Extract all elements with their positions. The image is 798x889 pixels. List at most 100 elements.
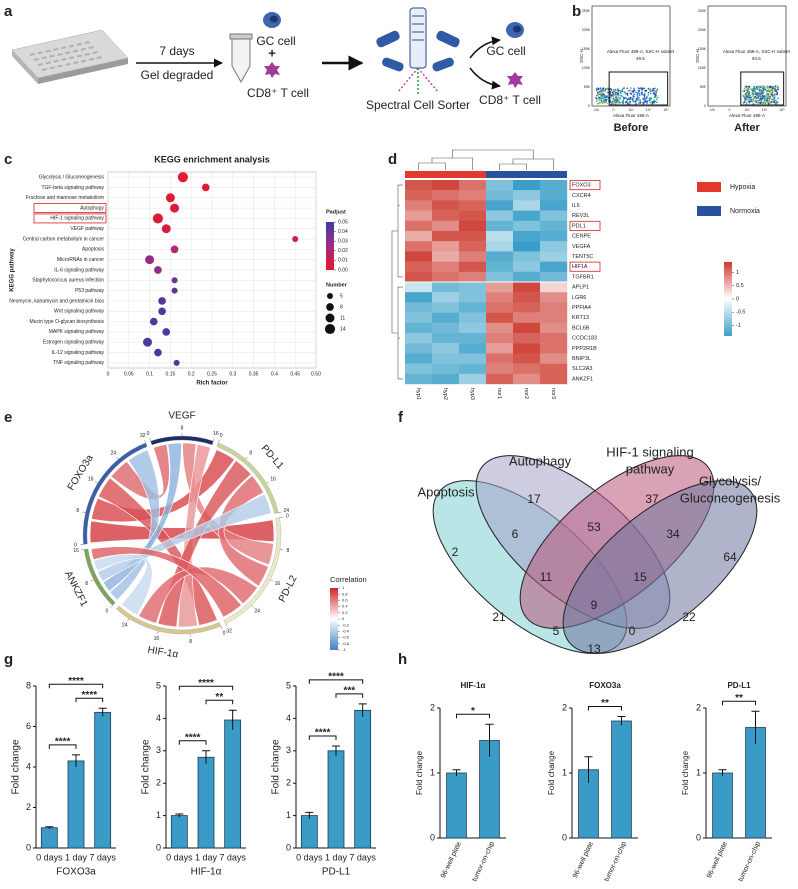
set-label: pathway <box>626 461 675 476</box>
event-dot <box>769 98 771 100</box>
arc-tick-label: 32 <box>226 628 232 634</box>
event-dot <box>754 93 757 95</box>
event-dot <box>595 88 598 90</box>
arc-tick-label: 24 <box>110 450 116 456</box>
chord <box>182 442 274 566</box>
event-dot <box>607 91 609 94</box>
region-count: 17 <box>527 492 541 506</box>
highlight-box <box>33 203 107 214</box>
event-dot <box>614 100 617 102</box>
y-tick-label: 100K <box>582 66 591 70</box>
colorbar-label: 0.05 <box>338 219 348 225</box>
row-label: LGR6 <box>572 295 586 301</box>
event-dot <box>775 90 777 93</box>
group-bar <box>540 171 567 178</box>
event-dot <box>750 98 752 101</box>
event-dot <box>616 89 618 91</box>
arc-tick-label: 0 <box>220 433 223 439</box>
event-dot <box>654 87 656 90</box>
heat-cell <box>540 343 568 354</box>
heat-cell <box>432 271 460 283</box>
x-tick-label: 0.2 <box>188 371 195 377</box>
event-dot <box>772 101 774 104</box>
event-dot <box>603 98 605 100</box>
column-label: nor1 <box>496 388 502 399</box>
event-dot <box>751 100 754 103</box>
event-dot <box>616 94 618 97</box>
significance-bracket <box>456 713 490 719</box>
heat-cell <box>486 251 514 262</box>
set-label: Apoptosis <box>417 484 475 499</box>
heat-cell <box>513 190 541 201</box>
event-dot <box>648 98 651 100</box>
colorbar-label: 0.2 <box>342 610 348 615</box>
region-count: 34 <box>666 527 680 541</box>
event-dot <box>630 87 632 89</box>
event-dot <box>635 91 637 94</box>
y-tick-label: 250K <box>698 9 707 13</box>
arc-tick-label: 0 <box>223 631 226 637</box>
event-dot <box>620 94 622 97</box>
y-tick-label: 3 <box>156 745 161 755</box>
arc-tick-label: 8 <box>249 450 252 456</box>
event-dot <box>758 88 761 90</box>
arc-tick <box>144 439 146 443</box>
event-dot <box>653 99 655 102</box>
y-tick-label: 0 <box>156 842 161 852</box>
heat-cell <box>486 333 514 344</box>
laser <box>432 57 454 72</box>
event-dot <box>637 89 639 92</box>
dot <box>154 266 162 274</box>
significance-bracket <box>75 697 104 703</box>
event-dot <box>773 90 776 93</box>
y-tick-label: 2 <box>26 802 31 812</box>
heat-cell <box>432 190 460 201</box>
colorbar-label: -1 <box>342 647 346 652</box>
set-label: Autophagy <box>509 453 572 468</box>
event-dot <box>643 96 646 98</box>
event-dot <box>643 93 646 95</box>
column-label: nor3 <box>550 388 556 399</box>
event-dot <box>766 92 768 95</box>
event-dot <box>636 95 639 97</box>
event-dot <box>624 97 627 99</box>
y-axis-label: SSC-H <box>695 49 700 63</box>
event-dot <box>756 88 759 90</box>
panel-label: f <box>398 409 404 426</box>
heat-cell <box>486 210 514 221</box>
event-dot <box>596 94 598 97</box>
heat-cell <box>513 322 541 334</box>
event-dot <box>766 99 769 102</box>
arc-tick-label: 0 <box>147 431 150 437</box>
size-label: 5 <box>340 293 343 299</box>
y-tick-label: 6 <box>26 721 31 731</box>
x-tick-label: 1 day <box>65 852 88 862</box>
arc-tick <box>127 618 130 622</box>
x-tick-label: 10⁵ <box>779 108 785 112</box>
heat-cell <box>459 231 487 242</box>
significance-bracket <box>335 693 364 698</box>
y-tick-label: MicroRNAs in cancer <box>57 257 104 263</box>
event-dot <box>748 85 751 88</box>
event-dot <box>599 91 602 94</box>
dot <box>170 203 180 213</box>
event-dot <box>768 91 771 94</box>
event-dot <box>777 88 779 91</box>
chord <box>102 442 182 592</box>
cell-label: CD8⁺ T cell <box>479 93 541 107</box>
arc-tick <box>245 456 248 460</box>
dot <box>171 277 178 284</box>
arrow <box>469 36 501 59</box>
chip <box>11 29 129 79</box>
event-dot <box>775 102 777 104</box>
event-dot <box>613 102 615 104</box>
event-dot <box>595 89 598 92</box>
heat-cell <box>486 241 514 252</box>
event-dot <box>635 103 637 105</box>
x-tick-label: 96-well plate <box>706 841 729 880</box>
heat-cell <box>405 251 433 262</box>
event-dot <box>598 101 601 104</box>
event-dot <box>764 97 766 100</box>
event-dot <box>777 97 779 100</box>
event-dot <box>600 101 603 104</box>
